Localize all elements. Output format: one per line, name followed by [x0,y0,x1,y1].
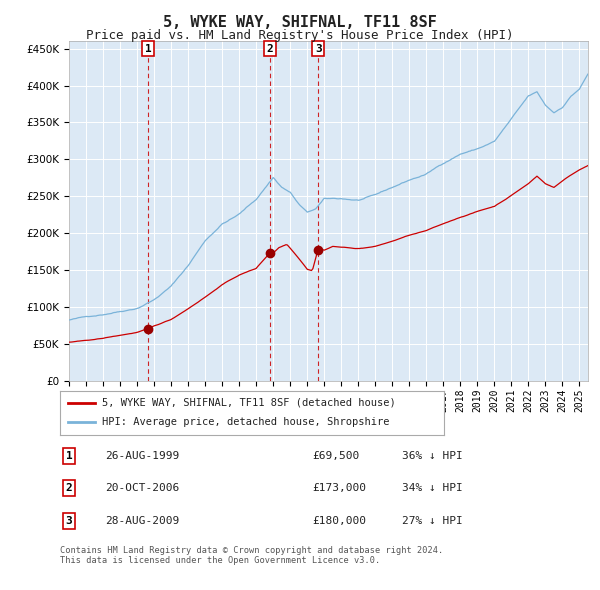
Text: £173,000: £173,000 [312,483,366,493]
Text: £69,500: £69,500 [312,451,359,461]
Text: 27% ↓ HPI: 27% ↓ HPI [402,516,463,526]
Text: 28-AUG-2009: 28-AUG-2009 [105,516,179,526]
Text: 1: 1 [145,44,152,54]
Text: 20-OCT-2006: 20-OCT-2006 [105,483,179,493]
Text: 1: 1 [65,451,73,461]
Text: 34% ↓ HPI: 34% ↓ HPI [402,483,463,493]
Text: £180,000: £180,000 [312,516,366,526]
Text: 3: 3 [65,516,73,526]
Text: 2: 2 [65,483,73,493]
Text: 5, WYKE WAY, SHIFNAL, TF11 8SF (detached house): 5, WYKE WAY, SHIFNAL, TF11 8SF (detached… [102,398,396,408]
Text: 2: 2 [266,44,273,54]
Text: 26-AUG-1999: 26-AUG-1999 [105,451,179,461]
Text: 3: 3 [315,44,322,54]
Text: Contains HM Land Registry data © Crown copyright and database right 2024.
This d: Contains HM Land Registry data © Crown c… [60,546,443,565]
Text: 36% ↓ HPI: 36% ↓ HPI [402,451,463,461]
Text: 5, WYKE WAY, SHIFNAL, TF11 8SF: 5, WYKE WAY, SHIFNAL, TF11 8SF [163,15,437,30]
Text: Price paid vs. HM Land Registry's House Price Index (HPI): Price paid vs. HM Land Registry's House … [86,30,514,42]
Text: HPI: Average price, detached house, Shropshire: HPI: Average price, detached house, Shro… [102,418,390,427]
